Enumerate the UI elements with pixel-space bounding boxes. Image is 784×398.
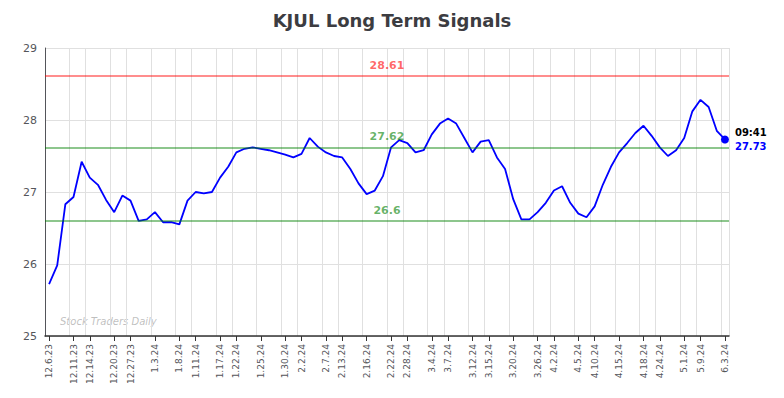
svg-text:12.27.23: 12.27.23	[126, 344, 136, 384]
svg-text:3.4.24: 3.4.24	[427, 344, 437, 373]
svg-text:28: 28	[23, 114, 37, 127]
svg-text:3.20.24: 3.20.24	[508, 344, 518, 379]
svg-text:Stock Traders Daily: Stock Traders Daily	[60, 316, 158, 327]
svg-text:4.24.24: 4.24.24	[655, 344, 665, 379]
svg-text:25: 25	[23, 330, 37, 343]
svg-text:3.26.24: 3.26.24	[533, 344, 543, 379]
svg-text:26: 26	[23, 258, 37, 271]
svg-text:26.6: 26.6	[373, 204, 400, 217]
svg-text:2.16.24: 2.16.24	[362, 344, 372, 379]
svg-text:4.15.24: 4.15.24	[614, 344, 624, 379]
svg-text:3.7.24: 3.7.24	[443, 344, 453, 373]
svg-text:09:41: 09:41	[735, 127, 767, 138]
svg-text:2.2.24: 2.2.24	[297, 344, 307, 373]
svg-text:1.30.24: 1.30.24	[280, 344, 290, 379]
svg-text:12.6.23: 12.6.23	[44, 344, 54, 378]
svg-text:2.22.24: 2.22.24	[386, 344, 396, 379]
svg-text:1.25.24: 1.25.24	[256, 344, 266, 379]
svg-text:5.9.24: 5.9.24	[696, 344, 706, 373]
svg-text:4.18.24: 4.18.24	[639, 344, 649, 379]
svg-text:2.13.24: 2.13.24	[337, 344, 347, 379]
svg-text:KJUL Long Term Signals: KJUL Long Term Signals	[273, 10, 512, 31]
svg-text:3.12.24: 3.12.24	[468, 344, 478, 379]
svg-text:4.5.24: 4.5.24	[573, 344, 583, 373]
svg-text:27.73: 27.73	[735, 141, 767, 152]
svg-text:3.15.24: 3.15.24	[484, 344, 494, 379]
svg-text:12.20.23: 12.20.23	[109, 344, 119, 384]
svg-text:4.10.24: 4.10.24	[590, 344, 600, 379]
svg-text:1.11.24: 1.11.24	[191, 344, 201, 379]
svg-text:27: 27	[23, 186, 37, 199]
svg-text:29: 29	[23, 42, 37, 55]
svg-text:1.22.24: 1.22.24	[231, 344, 241, 379]
svg-text:12.14.23: 12.14.23	[85, 344, 95, 384]
svg-text:27.62: 27.62	[370, 130, 405, 143]
svg-text:4.2.24: 4.2.24	[549, 344, 559, 373]
svg-text:1.8.24: 1.8.24	[174, 344, 184, 373]
svg-text:1.17.24: 1.17.24	[215, 344, 225, 379]
svg-text:5.1.24: 5.1.24	[679, 344, 689, 373]
svg-text:2.7.24: 2.7.24	[321, 344, 331, 373]
svg-text:28.61: 28.61	[370, 59, 405, 72]
svg-text:1.3.24: 1.3.24	[150, 344, 160, 373]
svg-text:6.3.24: 6.3.24	[720, 344, 730, 373]
svg-text:12.11.23: 12.11.23	[69, 344, 79, 384]
svg-text:2.28.24: 2.28.24	[402, 344, 412, 379]
